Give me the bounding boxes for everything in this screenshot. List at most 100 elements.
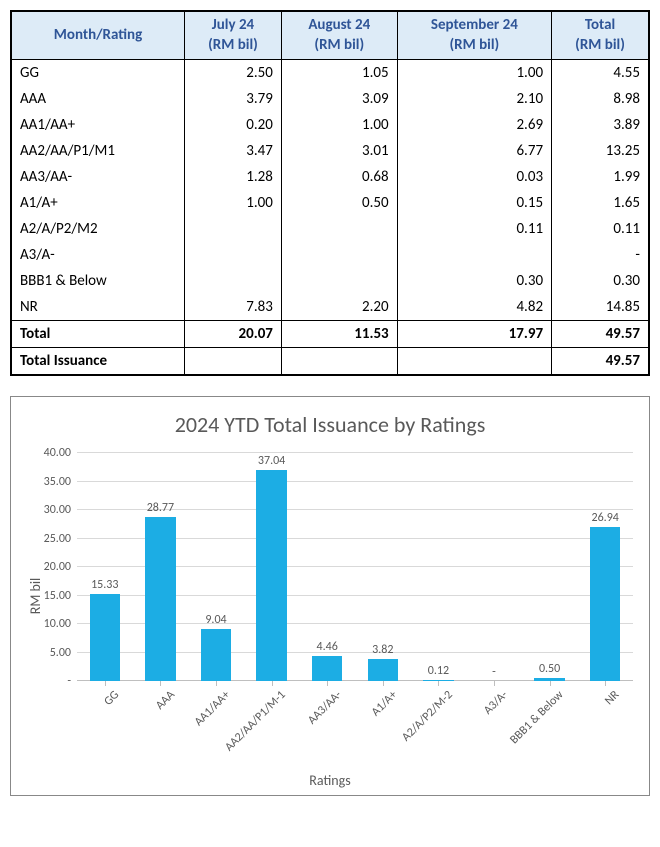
row-label: A1/A+ [12, 190, 185, 216]
cell: 11.53 [281, 321, 397, 348]
bar-value-label: 4.46 [317, 640, 338, 656]
col-header: August 24(RM bil) [281, 12, 397, 60]
bar-value-label: 28.77 [147, 501, 174, 517]
cell: 0.15 [397, 190, 551, 216]
bar-value-label: 15.33 [91, 578, 118, 594]
chart-title: 2024 YTD Total Issuance by Ratings [21, 411, 639, 438]
y-tick: 10.00 [44, 617, 77, 631]
table-row: A3/A-- [12, 242, 649, 268]
bar-chart: 2024 YTD Total Issuance by Ratings RM bi… [10, 396, 650, 796]
table-row: BBB1 & Below0.300.30 [12, 268, 649, 294]
row-label: AA2/AA/P1/M1 [12, 138, 185, 164]
x-tick-label: GG [94, 681, 122, 709]
x-tick-label: A2/A/P2/M-2 [392, 681, 455, 744]
bar-value-label: 9.04 [205, 613, 226, 629]
cell: 4.55 [552, 60, 649, 87]
cell: 1.65 [552, 190, 649, 216]
cell: 1.28 [185, 164, 282, 190]
cell [397, 348, 551, 375]
plot-area: -5.0010.0015.0020.0025.0030.0035.0040.00… [77, 453, 633, 681]
bar-value-label: 3.82 [372, 643, 393, 659]
cell: 13.25 [552, 138, 649, 164]
x-tick-label: AAA [146, 681, 178, 713]
y-tick: 40.00 [44, 446, 77, 460]
x-tick-label: A3/A- [474, 681, 511, 718]
cell: 2.69 [397, 112, 551, 138]
cell: 4.82 [397, 294, 551, 321]
row-label: Total Issuance [12, 348, 185, 375]
x-tick-label: NR [595, 681, 622, 708]
cell [281, 268, 397, 294]
cell: 0.11 [552, 216, 649, 242]
cell: 1.99 [552, 164, 649, 190]
bar-value-label: 26.94 [592, 511, 619, 527]
cell [185, 242, 282, 268]
cell: 3.01 [281, 138, 397, 164]
cell: 0.50 [281, 190, 397, 216]
row-label: AA3/AA- [12, 164, 185, 190]
cell: 1.00 [185, 190, 282, 216]
col-header: Total(RM bil) [552, 12, 649, 60]
cell: 3.47 [185, 138, 282, 164]
cell: 3.79 [185, 86, 282, 112]
row-label: A2/A/P2/M2 [12, 216, 185, 242]
table-row: GG2.501.051.004.55 [12, 60, 649, 87]
table-row: Total20.0711.5317.9749.57 [12, 321, 649, 348]
cell: 3.89 [552, 112, 649, 138]
cell: 8.98 [552, 86, 649, 112]
table-row: A1/A+1.000.500.151.65 [12, 190, 649, 216]
cell [281, 348, 397, 375]
col-header: July 24(RM bil) [185, 12, 282, 60]
x-tick-label: BBB1 & Below [501, 681, 567, 747]
cell: 0.03 [397, 164, 551, 190]
cell: 7.83 [185, 294, 282, 321]
cell: 1.00 [281, 112, 397, 138]
cell: 49.57 [552, 348, 649, 375]
cell: 1.00 [397, 60, 551, 87]
cell: 49.57 [552, 321, 649, 348]
table-row: NR7.832.204.8214.85 [12, 294, 649, 321]
issuance-table: Month/RatingJuly 24(RM bil)August 24(RM … [10, 10, 650, 376]
x-tick-label: A1/A+ [361, 681, 399, 719]
bar: 37.04 [256, 470, 287, 681]
cell: 2.10 [397, 86, 551, 112]
bar-value-label: - [492, 665, 496, 681]
data-table: Month/RatingJuly 24(RM bil)August 24(RM … [11, 11, 649, 375]
y-tick: - [67, 674, 77, 688]
cell: 6.77 [397, 138, 551, 164]
x-axis-label: Ratings [11, 772, 649, 789]
x-tick-label: AA1/AA+ [185, 681, 233, 729]
cell: 0.30 [552, 268, 649, 294]
bar: 4.46 [312, 656, 343, 681]
cell: 17.97 [397, 321, 551, 348]
table-row: AAA3.793.092.108.98 [12, 86, 649, 112]
cell: 1.05 [281, 60, 397, 87]
gridline [77, 452, 633, 453]
cell: 14.85 [552, 294, 649, 321]
col-header: September 24(RM bil) [397, 12, 551, 60]
row-label: A3/A- [12, 242, 185, 268]
cell [397, 242, 551, 268]
y-axis-label: RM bil [27, 578, 44, 615]
y-tick: 35.00 [44, 475, 77, 489]
bar: 9.04 [201, 629, 232, 681]
x-tick-label: AA3/AA- [298, 681, 344, 727]
row-label: AA1/AA+ [12, 112, 185, 138]
bar-value-label: 0.12 [428, 664, 449, 680]
table-body: GG2.501.051.004.55AAA3.793.092.108.98AA1… [12, 60, 649, 375]
bar: 3.82 [368, 659, 399, 681]
cell: 0.20 [185, 112, 282, 138]
col-header-label: Month/Rating [12, 12, 185, 60]
row-label: NR [12, 294, 185, 321]
cell: 20.07 [185, 321, 282, 348]
bar: 26.94 [590, 527, 621, 681]
bar-value-label: 0.50 [539, 662, 560, 678]
y-tick: 25.00 [44, 532, 77, 546]
table-row: Total Issuance 49.57 [12, 348, 649, 375]
gridline [77, 481, 633, 482]
y-tick: 30.00 [44, 503, 77, 517]
table-row: A2/A/P2/M20.110.11 [12, 216, 649, 242]
row-label: Total [12, 321, 185, 348]
cell [185, 216, 282, 242]
bar: 28.77 [145, 517, 176, 681]
